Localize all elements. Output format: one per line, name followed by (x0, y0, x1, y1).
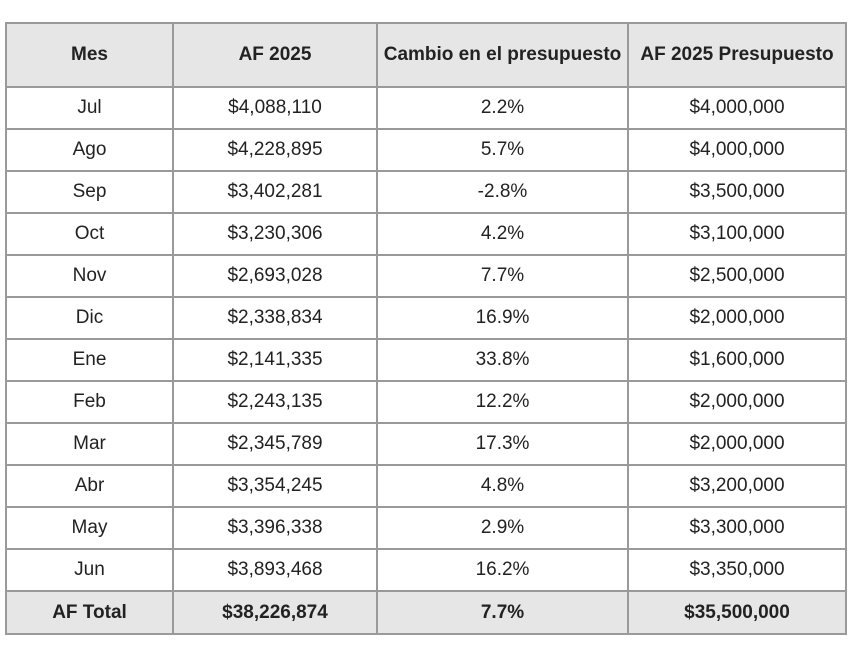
column-header: AF 2025 Presupuesto (627, 22, 847, 88)
table-cell: $3,350,000 (627, 548, 847, 592)
table-cell: 16.2% (376, 548, 629, 592)
table-cell: 4.8% (376, 464, 629, 508)
table-cell: $2,338,834 (172, 296, 378, 340)
table-cell: $2,141,335 (172, 338, 378, 382)
table-cell: 2.9% (376, 506, 629, 550)
table-cell: 4.2% (376, 212, 629, 256)
table-cell: 5.7% (376, 128, 629, 172)
table-body: Jul $4,088,110 2.2% $4,000,000 Ago $4,228,895… (5, 86, 847, 635)
table-row: Feb $2,243,135 12.2% $2,000,000 (5, 380, 847, 424)
table-cell: 7.7% (376, 590, 629, 635)
row-label: May (5, 506, 174, 550)
row-label: Oct (5, 212, 174, 256)
table-cell: $2,000,000 (627, 380, 847, 424)
row-label: Ago (5, 128, 174, 172)
table-cell: $3,396,338 (172, 506, 378, 550)
table-cell: $3,300,000 (627, 506, 847, 550)
total-row: AF Total $38,226,874 7.7% $35,500,000 (5, 590, 847, 635)
row-label: Mar (5, 422, 174, 466)
table-row: Jun $3,893,468 16.2% $3,350,000 (5, 548, 847, 592)
table-cell: $4,228,895 (172, 128, 378, 172)
table-cell: 12.2% (376, 380, 629, 424)
table-row: Nov $2,693,028 7.7% $2,500,000 (5, 254, 847, 298)
table-cell: $3,893,468 (172, 548, 378, 592)
table-row: Ago $4,228,895 5.7% $4,000,000 (5, 128, 847, 172)
table-cell: 16.9% (376, 296, 629, 340)
table-row: Oct $3,230,306 4.2% $3,100,000 (5, 212, 847, 256)
table-cell: $4,000,000 (627, 128, 847, 172)
table-cell: $2,243,135 (172, 380, 378, 424)
table-cell: $2,345,789 (172, 422, 378, 466)
table-cell: $2,693,028 (172, 254, 378, 298)
row-label: Abr (5, 464, 174, 508)
row-label: Dic (5, 296, 174, 340)
table-cell: $3,200,000 (627, 464, 847, 508)
table-cell: $2,000,000 (627, 422, 847, 466)
table-row: Jul $4,088,110 2.2% $4,000,000 (5, 86, 847, 130)
row-label: Nov (5, 254, 174, 298)
table-cell: $3,230,306 (172, 212, 378, 256)
table-cell: $3,100,000 (627, 212, 847, 256)
row-label: Feb (5, 380, 174, 424)
table-row: Mar $2,345,789 17.3% $2,000,000 (5, 422, 847, 466)
table-cell: 7.7% (376, 254, 629, 298)
table-cell: $38,226,874 (172, 590, 378, 635)
table-row: Dic $2,338,834 16.9% $2,000,000 (5, 296, 847, 340)
column-header: Cambio en el presupuesto (376, 22, 629, 88)
table-cell: $4,088,110 (172, 86, 378, 130)
table-cell: $3,402,281 (172, 170, 378, 214)
table-cell: 2.2% (376, 86, 629, 130)
table-cell: $3,500,000 (627, 170, 847, 214)
table-cell: 33.8% (376, 338, 629, 382)
table-cell: 17.3% (376, 422, 629, 466)
table-row: Abr $3,354,245 4.8% $3,200,000 (5, 464, 847, 508)
table-cell: $4,000,000 (627, 86, 847, 130)
table-row: Sep $3,402,281 -2.8% $3,500,000 (5, 170, 847, 214)
table-cell: -2.8% (376, 170, 629, 214)
header-row: Mes AF 2025 Cambio en el presupuesto AF 202… (5, 22, 847, 88)
row-label: Sep (5, 170, 174, 214)
row-label: Ene (5, 338, 174, 382)
table-row: Ene $2,141,335 33.8% $1,600,000 (5, 338, 847, 382)
column-header: Mes (5, 22, 174, 88)
column-header: AF 2025 (172, 22, 378, 88)
table-cell: $1,600,000 (627, 338, 847, 382)
table-cell: $3,354,245 (172, 464, 378, 508)
budget-table: Mes AF 2025 Cambio en el presupuesto AF 202… (5, 22, 847, 635)
row-label: AF Total (5, 590, 174, 635)
row-label: Jun (5, 548, 174, 592)
table-cell: $35,500,000 (627, 590, 847, 635)
table-cell: $2,000,000 (627, 296, 847, 340)
table-cell: $2,500,000 (627, 254, 847, 298)
table-header: Mes AF 2025 Cambio en el presupuesto AF 202… (5, 22, 847, 88)
table-row: May $3,396,338 2.9% $3,300,000 (5, 506, 847, 550)
row-label: Jul (5, 86, 174, 130)
